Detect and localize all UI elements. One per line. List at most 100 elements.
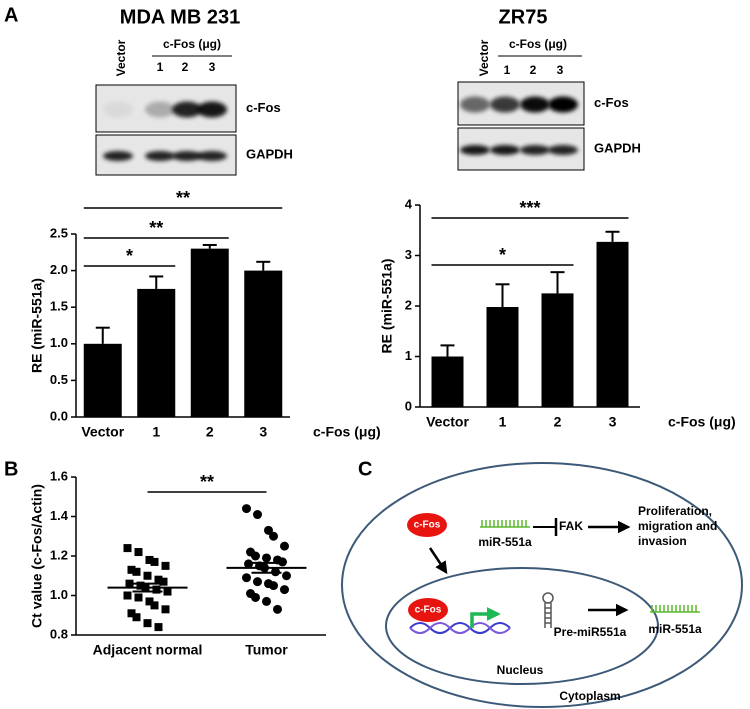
y-axis-label: RE (miR-551a) [29,278,45,373]
point [264,525,273,535]
point [242,504,251,514]
group-label: c-Fos (μg) [509,37,567,51]
significance-label: ** [200,472,214,492]
band [548,96,578,113]
point [262,553,271,563]
y-tick-label: 1.5 [50,299,68,314]
label: migration and [638,519,717,533]
band [490,96,520,113]
y-tick-label: 1.0 [50,587,68,602]
point [134,593,143,602]
bar [137,288,176,417]
x-tick-label: Adjacent normal [93,642,203,658]
lane-label: 2 [530,63,537,77]
label: c-Fos [414,520,441,531]
point [127,565,136,574]
hairpin [542,592,554,628]
point [123,591,132,600]
band [197,151,227,161]
y-tick-label: 0 [405,398,412,413]
point [145,597,154,606]
point [154,575,163,584]
lane-label: 1 [157,60,164,74]
blot-title: MDA MB 231 [120,6,240,28]
y-tick-label: 1.0 [50,335,68,350]
band [103,101,133,118]
point [136,581,145,590]
bar [541,293,574,407]
point [152,585,161,594]
point [159,577,168,586]
band [197,101,227,118]
significance-label: ** [176,188,190,208]
y-tick-label: 3 [405,247,412,262]
point [242,573,251,583]
label: Cytoplasm [559,689,620,703]
y-tick-label: 0.8 [50,626,68,641]
lane-label: 3 [209,60,216,74]
lane-label: 1 [504,63,511,77]
bar [431,356,464,407]
x-tick-label: 2 [206,424,214,440]
dna [409,622,511,634]
cell [341,462,743,708]
label: invasion [638,534,687,548]
point [282,571,291,581]
panel-label: C [358,458,372,480]
point [145,555,154,564]
point [125,579,134,588]
bar [486,307,519,407]
point [269,531,278,541]
mirna-icon [480,520,530,528]
point [134,548,143,557]
mirna-icon [650,605,700,613]
label: miR-551a [648,622,702,636]
point [123,544,132,553]
y-tick-label: 1 [405,348,412,363]
point [273,604,282,614]
diagram: c-Fos miR-551a FAK Proliferation, migrat… [341,462,743,708]
bar [244,270,283,417]
band-label: c-Fos [594,95,629,110]
point [269,581,278,591]
x-tick-label: 3 [259,424,267,440]
point [154,623,163,632]
label: miR-551a [478,535,532,549]
band [145,151,175,161]
lane-label: Vector [477,39,491,76]
y-tick-label: 1.4 [50,508,69,523]
point [280,541,289,551]
point [132,613,141,622]
band [548,145,578,155]
x-tick-label: 3 [609,414,617,430]
x-tick-label: 1 [499,414,507,430]
significance-label: * [126,246,133,266]
x-axis-label: c-Fos (μg) [313,424,381,440]
band-label: c-Fos [246,100,281,115]
panel-label: A [4,4,18,26]
cfos-protein [407,513,447,537]
point [143,619,152,628]
y-axis-label: RE (miR-551a) [379,259,395,354]
significance-label: * [499,245,506,265]
label: FAK [559,519,583,533]
band [490,145,520,155]
transcription-arrow [470,607,501,628]
significance-label: ** [149,218,163,238]
band [460,96,490,113]
x-axis-label: c-Fos (μg) [668,414,736,430]
cfos-protein [408,598,448,622]
point [161,605,170,614]
band [103,151,133,161]
band [145,101,175,118]
lane-label: 2 [182,60,189,74]
band [520,145,550,155]
bar [596,241,629,407]
point [127,609,136,618]
y-tick-label: 4 [405,196,413,211]
x-tick-label: Tumor [245,642,288,658]
nucleus [385,567,659,685]
x-tick-label: Vector [81,424,124,440]
y-tick-label: 2.5 [50,225,68,240]
